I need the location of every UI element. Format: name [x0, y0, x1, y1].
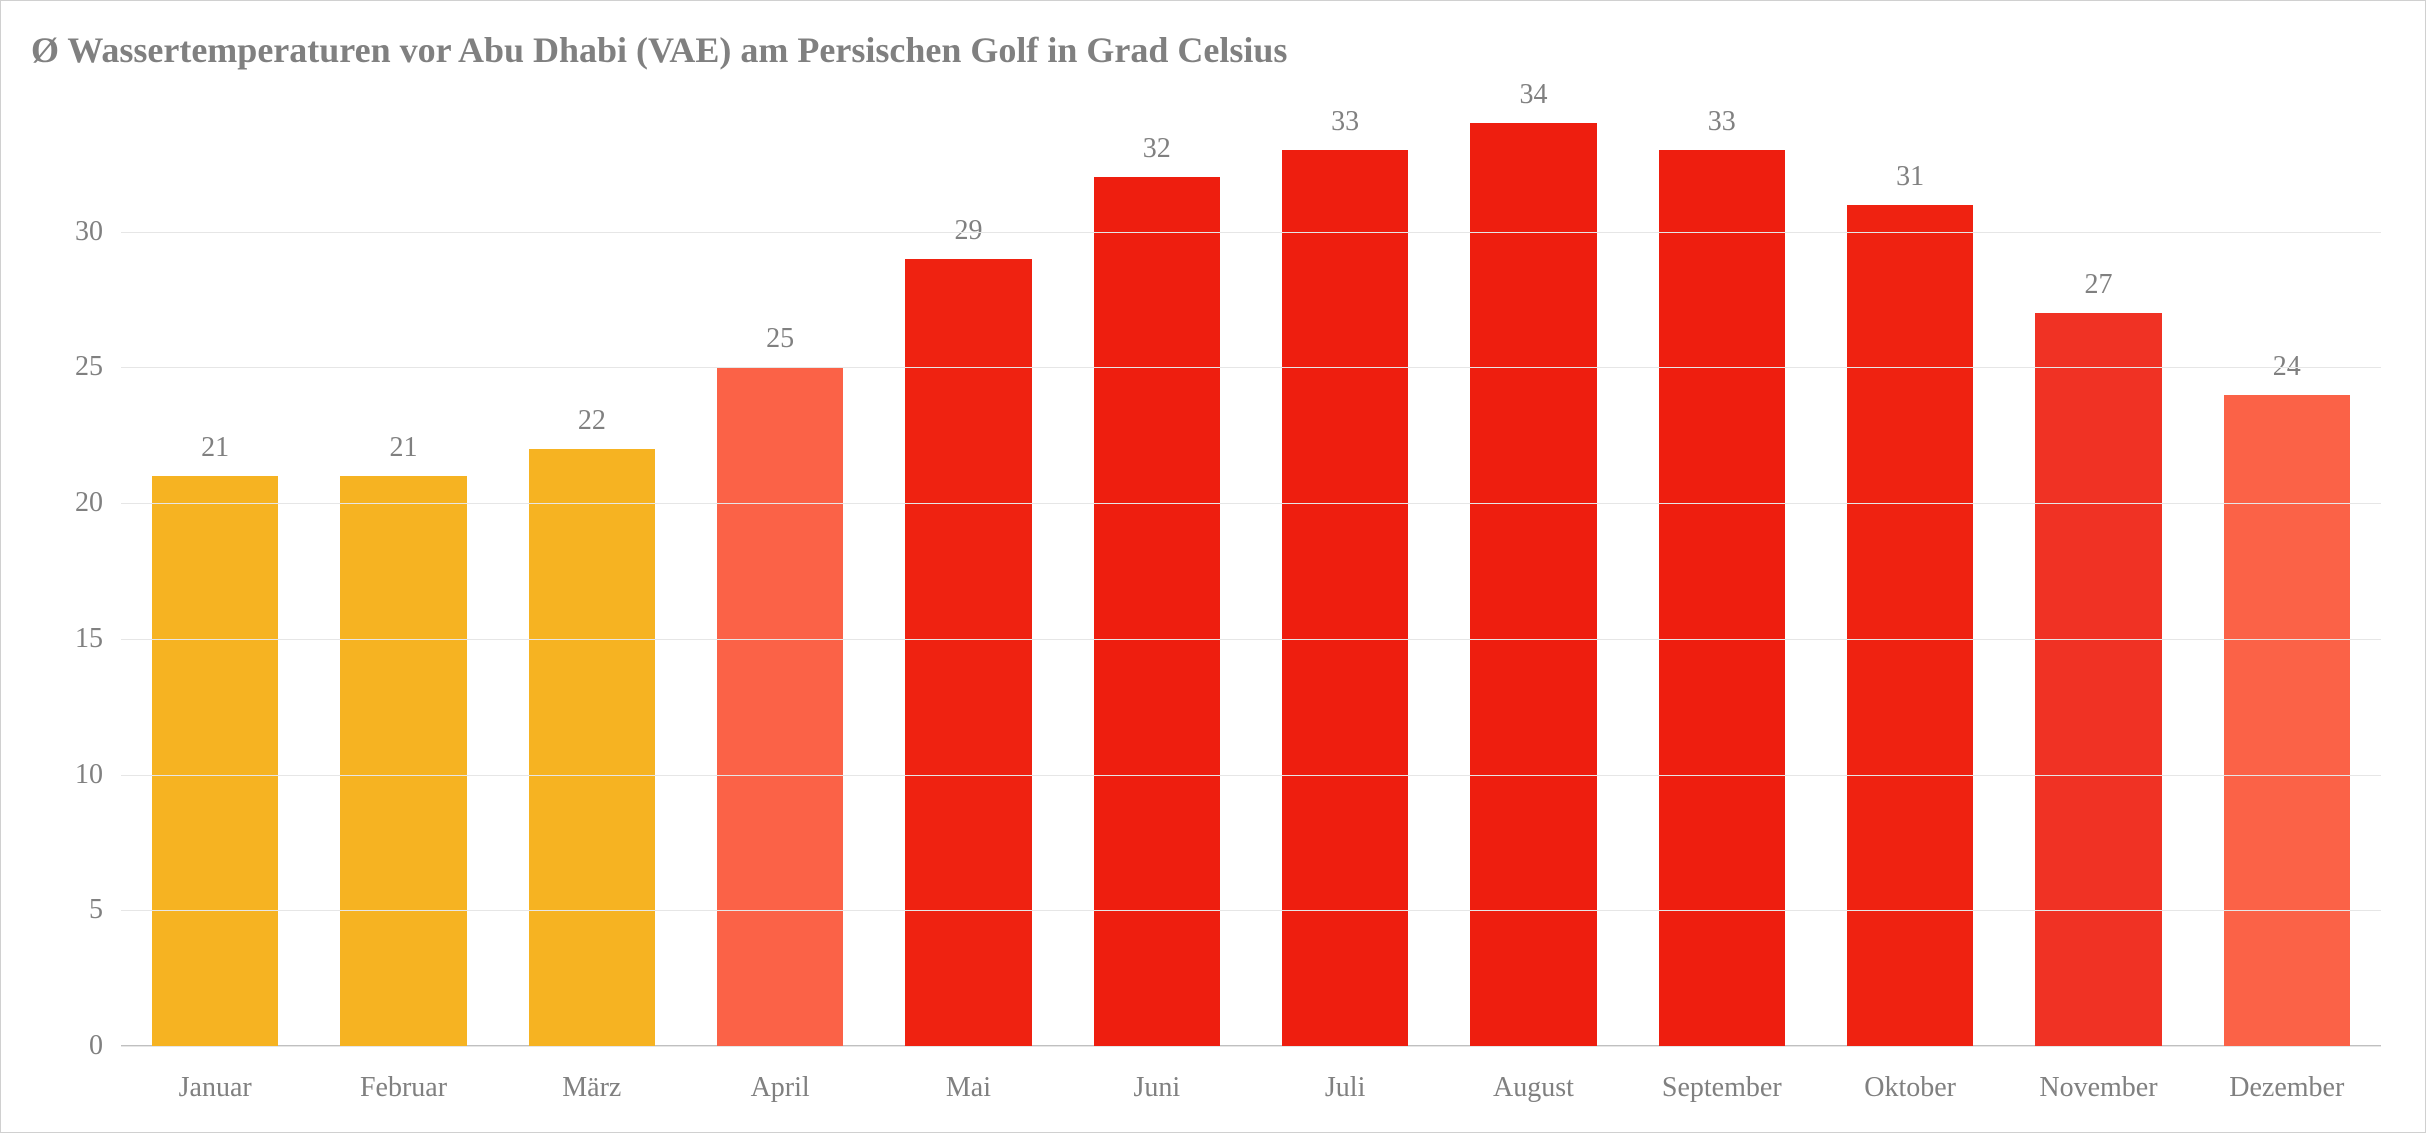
bar: 24 [2224, 395, 2350, 1046]
bar: 22 [529, 449, 655, 1046]
y-tick-label: 20 [75, 487, 103, 519]
bar-slot: 21Februar [309, 96, 497, 1046]
x-tick-label: Oktober [1864, 1072, 1956, 1104]
bar: 33 [1659, 150, 1785, 1046]
bar: 25 [717, 367, 843, 1046]
bar-value-label: 33 [1331, 106, 1359, 138]
bar-value-label: 22 [578, 405, 606, 437]
y-tick-label: 0 [89, 1030, 103, 1062]
bar-value-label: 21 [389, 432, 417, 464]
x-tick-label: November [2039, 1072, 2157, 1104]
bar: 27 [2035, 313, 2161, 1046]
bar: 34 [1470, 123, 1596, 1046]
bar-slot: 31Oktober [1816, 96, 2004, 1046]
bar: 21 [340, 476, 466, 1046]
y-tick-label: 10 [75, 759, 103, 791]
bar: 31 [1847, 205, 1973, 1046]
bars-group: 21Januar21Februar22März25April29Mai32Jun… [121, 96, 2381, 1046]
y-tick-label: 5 [89, 894, 103, 926]
bar: 33 [1282, 150, 1408, 1046]
x-tick-label: April [751, 1072, 810, 1104]
bar: 32 [1094, 177, 1220, 1046]
bar-value-label: 27 [2084, 269, 2112, 301]
gridline [121, 367, 2381, 368]
bar-value-label: 33 [1708, 106, 1736, 138]
gridline [121, 1046, 2381, 1047]
y-tick-label: 25 [75, 351, 103, 383]
bar-slot: 22März [498, 96, 686, 1046]
bar-slot: 25April [686, 96, 874, 1046]
bar-slot: 33Juli [1251, 96, 1439, 1046]
gridline [121, 503, 2381, 504]
gridline [121, 232, 2381, 233]
x-tick-label: Juli [1325, 1072, 1365, 1104]
bar-value-label: 31 [1896, 161, 1924, 193]
x-tick-label: März [562, 1072, 621, 1104]
bar-value-label: 32 [1143, 133, 1171, 165]
bar-value-label: 21 [201, 432, 229, 464]
bar-slot: 27November [2004, 96, 2192, 1046]
gridline [121, 639, 2381, 640]
bar-slot: 24Dezember [2193, 96, 2381, 1046]
bar-slot: 21Januar [121, 96, 309, 1046]
x-tick-label: Januar [179, 1072, 252, 1104]
x-tick-label: September [1662, 1072, 1782, 1104]
bar-value-label: 25 [766, 323, 794, 355]
x-tick-label: Februar [360, 1072, 447, 1104]
x-tick-label: August [1493, 1072, 1574, 1104]
bar: 29 [905, 259, 1031, 1046]
x-tick-label: Mai [946, 1072, 991, 1104]
y-tick-label: 30 [75, 216, 103, 248]
chart-title: Ø Wassertemperaturen vor Abu Dhabi (VAE)… [31, 29, 1287, 71]
x-tick-label: Juni [1133, 1072, 1180, 1104]
y-tick-label: 15 [75, 623, 103, 655]
gridline [121, 775, 2381, 776]
bar: 21 [152, 476, 278, 1046]
chart-container: Ø Wassertemperaturen vor Abu Dhabi (VAE)… [0, 0, 2426, 1133]
bar-value-label: 34 [1519, 79, 1547, 111]
plot-area: 21Januar21Februar22März25April29Mai32Jun… [121, 96, 2381, 1046]
bar-slot: 33September [1628, 96, 1816, 1046]
bar-slot: 34August [1439, 96, 1627, 1046]
x-tick-label: Dezember [2229, 1072, 2344, 1104]
gridline [121, 910, 2381, 911]
bar-slot: 32Juni [1063, 96, 1251, 1046]
bar-slot: 29Mai [874, 96, 1062, 1046]
